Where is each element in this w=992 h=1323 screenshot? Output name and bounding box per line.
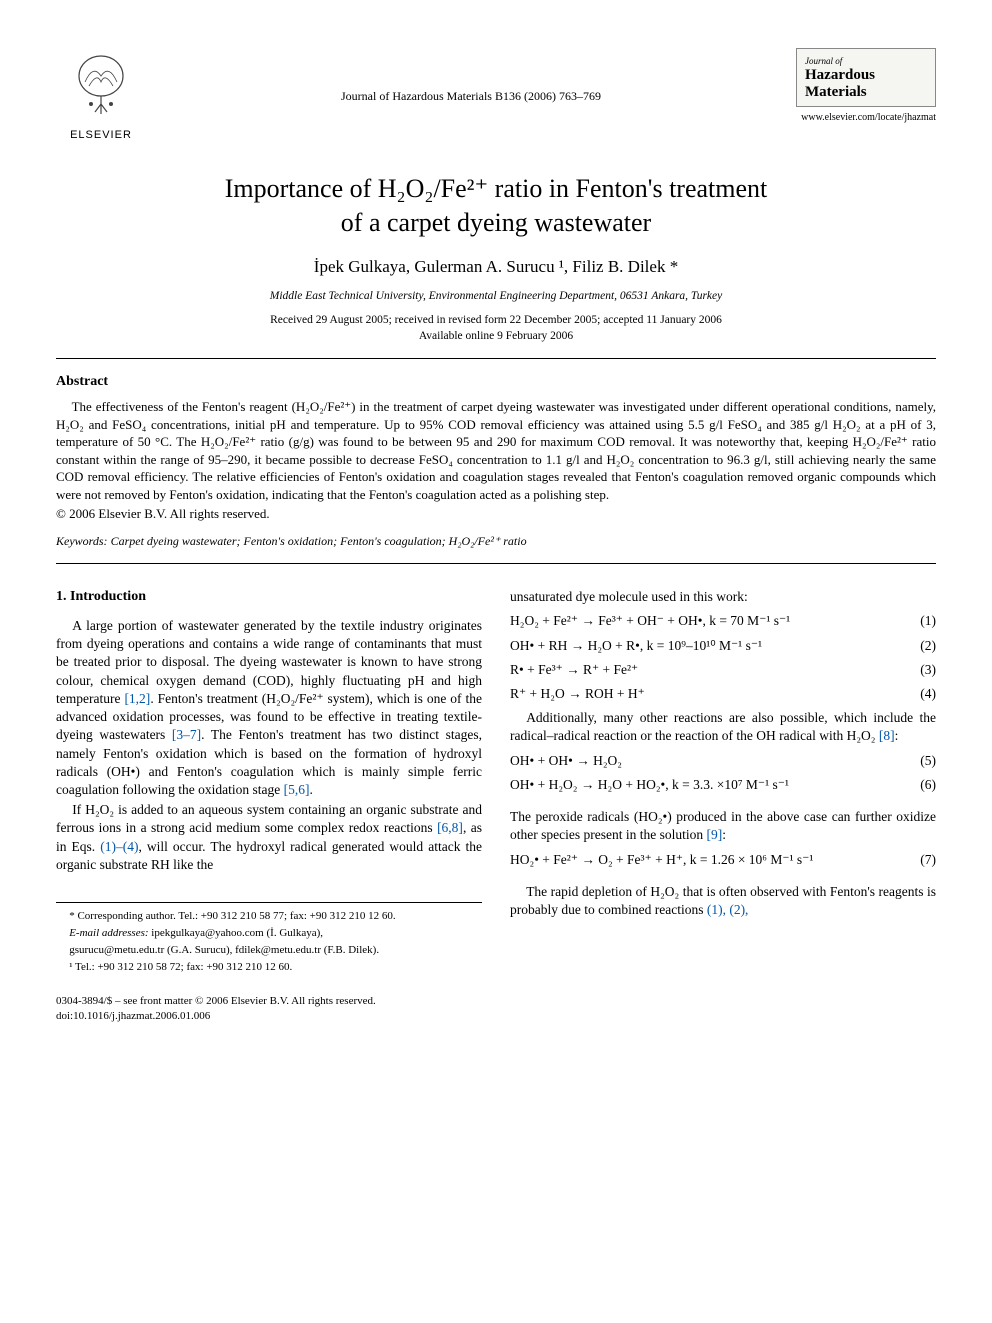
dates-line2: Available online 9 February 2006 <box>419 330 573 342</box>
journal-url: www.elsevier.com/locate/jhazmat <box>796 111 936 125</box>
abstract-block: Abstract The effectiveness of the Fenton… <box>56 373 936 549</box>
column-left: 1. Introduction A large portion of waste… <box>56 588 482 976</box>
publisher-name: ELSEVIER <box>70 128 132 143</box>
elsevier-tree-icon <box>71 54 131 124</box>
ref-link-8[interactable]: [8] <box>879 728 895 743</box>
page-header: ELSEVIER Journal of Hazardous Materials … <box>56 48 936 148</box>
page-footer: 0304-3894/$ – see front matter © 2006 El… <box>56 994 936 1024</box>
rule-top <box>56 358 936 359</box>
abstract-copyright: © 2006 Elsevier B.V. All rights reserved… <box>56 505 936 523</box>
keywords-line: Keywords: Carpet dyeing wastewater; Fent… <box>56 533 936 549</box>
journal-cover-title2: Materials <box>805 84 927 101</box>
equation-5: OH• + OH• → H₂O₂ (5) <box>510 752 936 770</box>
title-block: Importance of H₂O₂/Fe²⁺ ratio in Fenton'… <box>56 172 936 344</box>
column-right: unsaturated dye molecule used in this wo… <box>510 588 936 976</box>
abstract-heading: Abstract <box>56 373 936 392</box>
footnotes-block: * Corresponding author. Tel.: +90 312 21… <box>56 902 482 974</box>
footer-line2: doi:10.1016/j.jhazmat.2006.01.006 <box>56 1009 936 1024</box>
footnote-emails: E-mail addresses: ipekgulkaya@yahoo.com … <box>56 926 482 941</box>
affiliation: Middle East Technical University, Enviro… <box>56 289 936 305</box>
equation-1: H₂O₂ + Fe²⁺ → Fe³⁺ + OH⁻ + OH•, k = 70 M… <box>510 612 936 630</box>
dates-line1: Received 29 August 2005; received in rev… <box>270 314 722 326</box>
col2-peroxide: The peroxide radicals (HO₂•) produced in… <box>510 808 936 844</box>
intro-para-1: A large portion of wastewater generated … <box>56 617 482 799</box>
footnote-emails-2: gsurucu@metu.edu.tr (G.A. Surucu), fdile… <box>56 943 482 958</box>
footer-line1: 0304-3894/$ – see front matter © 2006 El… <box>56 994 936 1009</box>
journal-cover-small: Journal of <box>805 55 927 67</box>
col2-additional: Additionally, many other reactions are a… <box>510 709 936 745</box>
article-title: Importance of H₂O₂/Fe²⁺ ratio in Fenton'… <box>56 172 936 240</box>
equation-3: R• + Fe³⁺ → R⁺ + Fe²⁺ (3) <box>510 661 936 679</box>
col2-intro: unsaturated dye molecule used in this wo… <box>510 588 936 606</box>
article-dates: Received 29 August 2005; received in rev… <box>56 312 936 344</box>
rule-bottom <box>56 563 936 564</box>
body-columns: 1. Introduction A large portion of waste… <box>56 588 936 976</box>
equation-7: HO₂• + Fe²⁺ → O₂ + Fe³⁺ + H⁺, k = 1.26 ×… <box>510 851 936 869</box>
equation-2: OH• + RH → H₂O + R•, k = 10⁹–10¹⁰ M⁻¹ s⁻… <box>510 637 936 655</box>
publisher-logo: ELSEVIER <box>56 48 146 148</box>
section-1-heading: 1. Introduction <box>56 588 482 607</box>
journal-reference: Journal of Hazardous Materials B136 (200… <box>146 48 796 104</box>
footnote-phone1: ¹ Tel.: +90 312 210 58 72; fax: +90 312 … <box>56 960 482 975</box>
title-line2: of a carpet dyeing wastewater <box>341 208 651 237</box>
equation-6: OH• + H₂O₂ → H₂O + HO₂•, k = 3.3. ×10⁷ M… <box>510 776 936 794</box>
keywords-text: Carpet dyeing wastewater; Fenton's oxida… <box>111 534 527 548</box>
abstract-text: The effectiveness of the Fenton's reagen… <box>56 398 936 503</box>
ref-link-3-7[interactable]: [3–7] <box>172 727 201 742</box>
ref-link-6-8[interactable]: [6,8] <box>437 820 463 835</box>
journal-cover-title1: Hazardous <box>805 67 927 84</box>
journal-cover-box: Journal of Hazardous Materials <box>796 48 936 107</box>
authors: İpek Gulkaya, Gulerman A. Surucu ¹, Fili… <box>56 256 936 279</box>
journal-cover-block: Journal of Hazardous Materials www.elsev… <box>796 48 936 125</box>
abstract-para: The effectiveness of the Fenton's reagen… <box>56 398 936 503</box>
keywords-label: Keywords: <box>56 534 108 548</box>
title-line1: Importance of H₂O₂/Fe²⁺ ratio in Fenton'… <box>225 174 768 203</box>
ref-link-reactions-1-2[interactable]: (1), (2), <box>707 902 749 917</box>
footnote-corresponding: * Corresponding author. Tel.: +90 312 21… <box>56 909 482 924</box>
ref-link-5-6[interactable]: [5,6] <box>284 782 310 797</box>
ref-link-eqs-1-4[interactable]: (1)–(4) <box>100 839 138 854</box>
intro-para-2: If H₂O₂ is added to an aqueous system co… <box>56 801 482 874</box>
col2-rapid: The rapid depletion of H₂O₂ that is ofte… <box>510 883 936 919</box>
equation-4: R⁺ + H₂O → ROH + H⁺ (4) <box>510 685 936 703</box>
ref-link-9[interactable]: [9] <box>706 827 722 842</box>
ref-link-1-2[interactable]: [1,2] <box>124 691 150 706</box>
